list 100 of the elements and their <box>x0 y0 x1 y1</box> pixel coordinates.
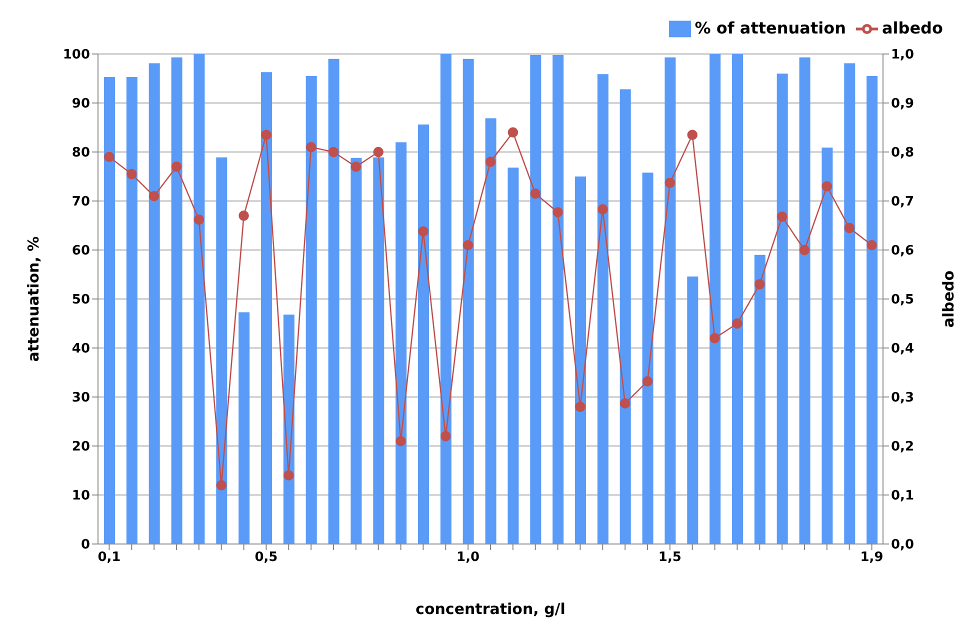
point <box>844 222 855 234</box>
point <box>261 130 272 140</box>
y-tick-label: 80 <box>72 146 90 161</box>
point <box>687 130 698 140</box>
bar <box>261 72 272 544</box>
legend-label: albedo <box>882 18 943 38</box>
point <box>710 333 720 344</box>
point <box>283 470 294 481</box>
y-tick-label: 90 <box>72 96 90 112</box>
bar <box>418 124 429 544</box>
point <box>462 240 474 250</box>
point <box>508 127 518 138</box>
bar <box>350 158 362 544</box>
bar <box>148 63 160 544</box>
x-tick-label: 1,0 <box>456 550 480 566</box>
bar <box>844 63 856 544</box>
y-tick-label: 10 <box>72 488 90 504</box>
point <box>485 156 496 167</box>
point <box>597 204 608 214</box>
bar <box>462 58 474 544</box>
point <box>238 210 249 221</box>
bar <box>440 54 452 544</box>
point <box>216 480 227 490</box>
bar <box>508 168 519 544</box>
y-axis-title: attenuation, % <box>24 236 42 362</box>
bar <box>620 89 631 544</box>
y2-tick-label: 1,0 <box>891 48 914 63</box>
y2-tick-label: 0,7 <box>891 194 914 210</box>
point <box>171 162 182 172</box>
y2-axis-title: albedo <box>939 270 958 328</box>
y-tick-label: 60 <box>72 244 90 259</box>
y-tick-label: 70 <box>72 194 90 210</box>
bar <box>776 74 788 544</box>
bar <box>126 77 138 544</box>
point <box>350 162 362 172</box>
bar <box>597 74 608 544</box>
point <box>866 240 877 250</box>
bar <box>328 58 340 544</box>
y2-tick-label: 0,4 <box>891 342 914 357</box>
bar <box>799 57 810 544</box>
bar <box>732 54 743 544</box>
point <box>776 212 788 222</box>
bar <box>710 54 721 544</box>
point <box>530 188 541 199</box>
point <box>104 152 114 162</box>
bar <box>687 276 698 544</box>
bar <box>194 54 205 544</box>
point <box>664 178 676 188</box>
bar <box>238 312 250 544</box>
point <box>575 402 586 412</box>
y-tick-label: 100 <box>62 48 90 63</box>
point <box>396 436 406 446</box>
y2-tick-label: 0,1 <box>891 488 914 504</box>
bar <box>216 157 228 544</box>
y2-tick-label: 0,0 <box>891 538 914 553</box>
y2-tick-label: 0,6 <box>891 244 914 259</box>
point <box>642 376 653 386</box>
x-tick-label: 1,9 <box>860 550 884 566</box>
legend-label: % of attenuation <box>694 18 846 38</box>
bar <box>373 157 384 544</box>
point <box>799 244 810 256</box>
bar <box>822 148 833 544</box>
bar <box>396 142 407 544</box>
y2-tick-label: 0,2 <box>891 440 914 455</box>
bar <box>306 76 317 544</box>
x-tick-label: 1,5 <box>658 550 682 566</box>
y2-tick-label: 0,5 <box>891 292 914 308</box>
point <box>126 168 137 180</box>
bar <box>575 176 586 544</box>
x-tick-label: 0,5 <box>254 550 278 566</box>
y-tick-label: 30 <box>72 390 90 406</box>
bar <box>664 57 676 544</box>
bar <box>866 76 878 544</box>
point <box>148 190 160 202</box>
y-tick-label: 0 <box>80 538 90 553</box>
point <box>732 318 742 329</box>
bar <box>171 57 182 544</box>
y2-tick-label: 0,8 <box>891 146 914 161</box>
point <box>306 142 316 152</box>
point <box>440 431 451 442</box>
point <box>754 279 765 290</box>
bar <box>552 54 564 544</box>
point <box>194 214 204 225</box>
point <box>552 207 563 218</box>
point <box>620 398 630 409</box>
point <box>418 226 428 237</box>
y2-tick-label: 0,3 <box>891 390 914 406</box>
bar <box>530 54 542 544</box>
point <box>373 146 384 158</box>
point <box>328 146 339 158</box>
point <box>822 181 832 192</box>
bar <box>754 254 766 544</box>
bar <box>485 118 496 544</box>
x-axis-title: concentration, g/l <box>416 600 566 618</box>
y-tick-label: 40 <box>72 342 90 357</box>
bar <box>642 172 654 544</box>
bar <box>104 77 115 544</box>
y-tick-label: 20 <box>72 440 90 455</box>
y2-tick-label: 0,9 <box>891 96 914 112</box>
y-tick-label: 50 <box>72 292 90 308</box>
